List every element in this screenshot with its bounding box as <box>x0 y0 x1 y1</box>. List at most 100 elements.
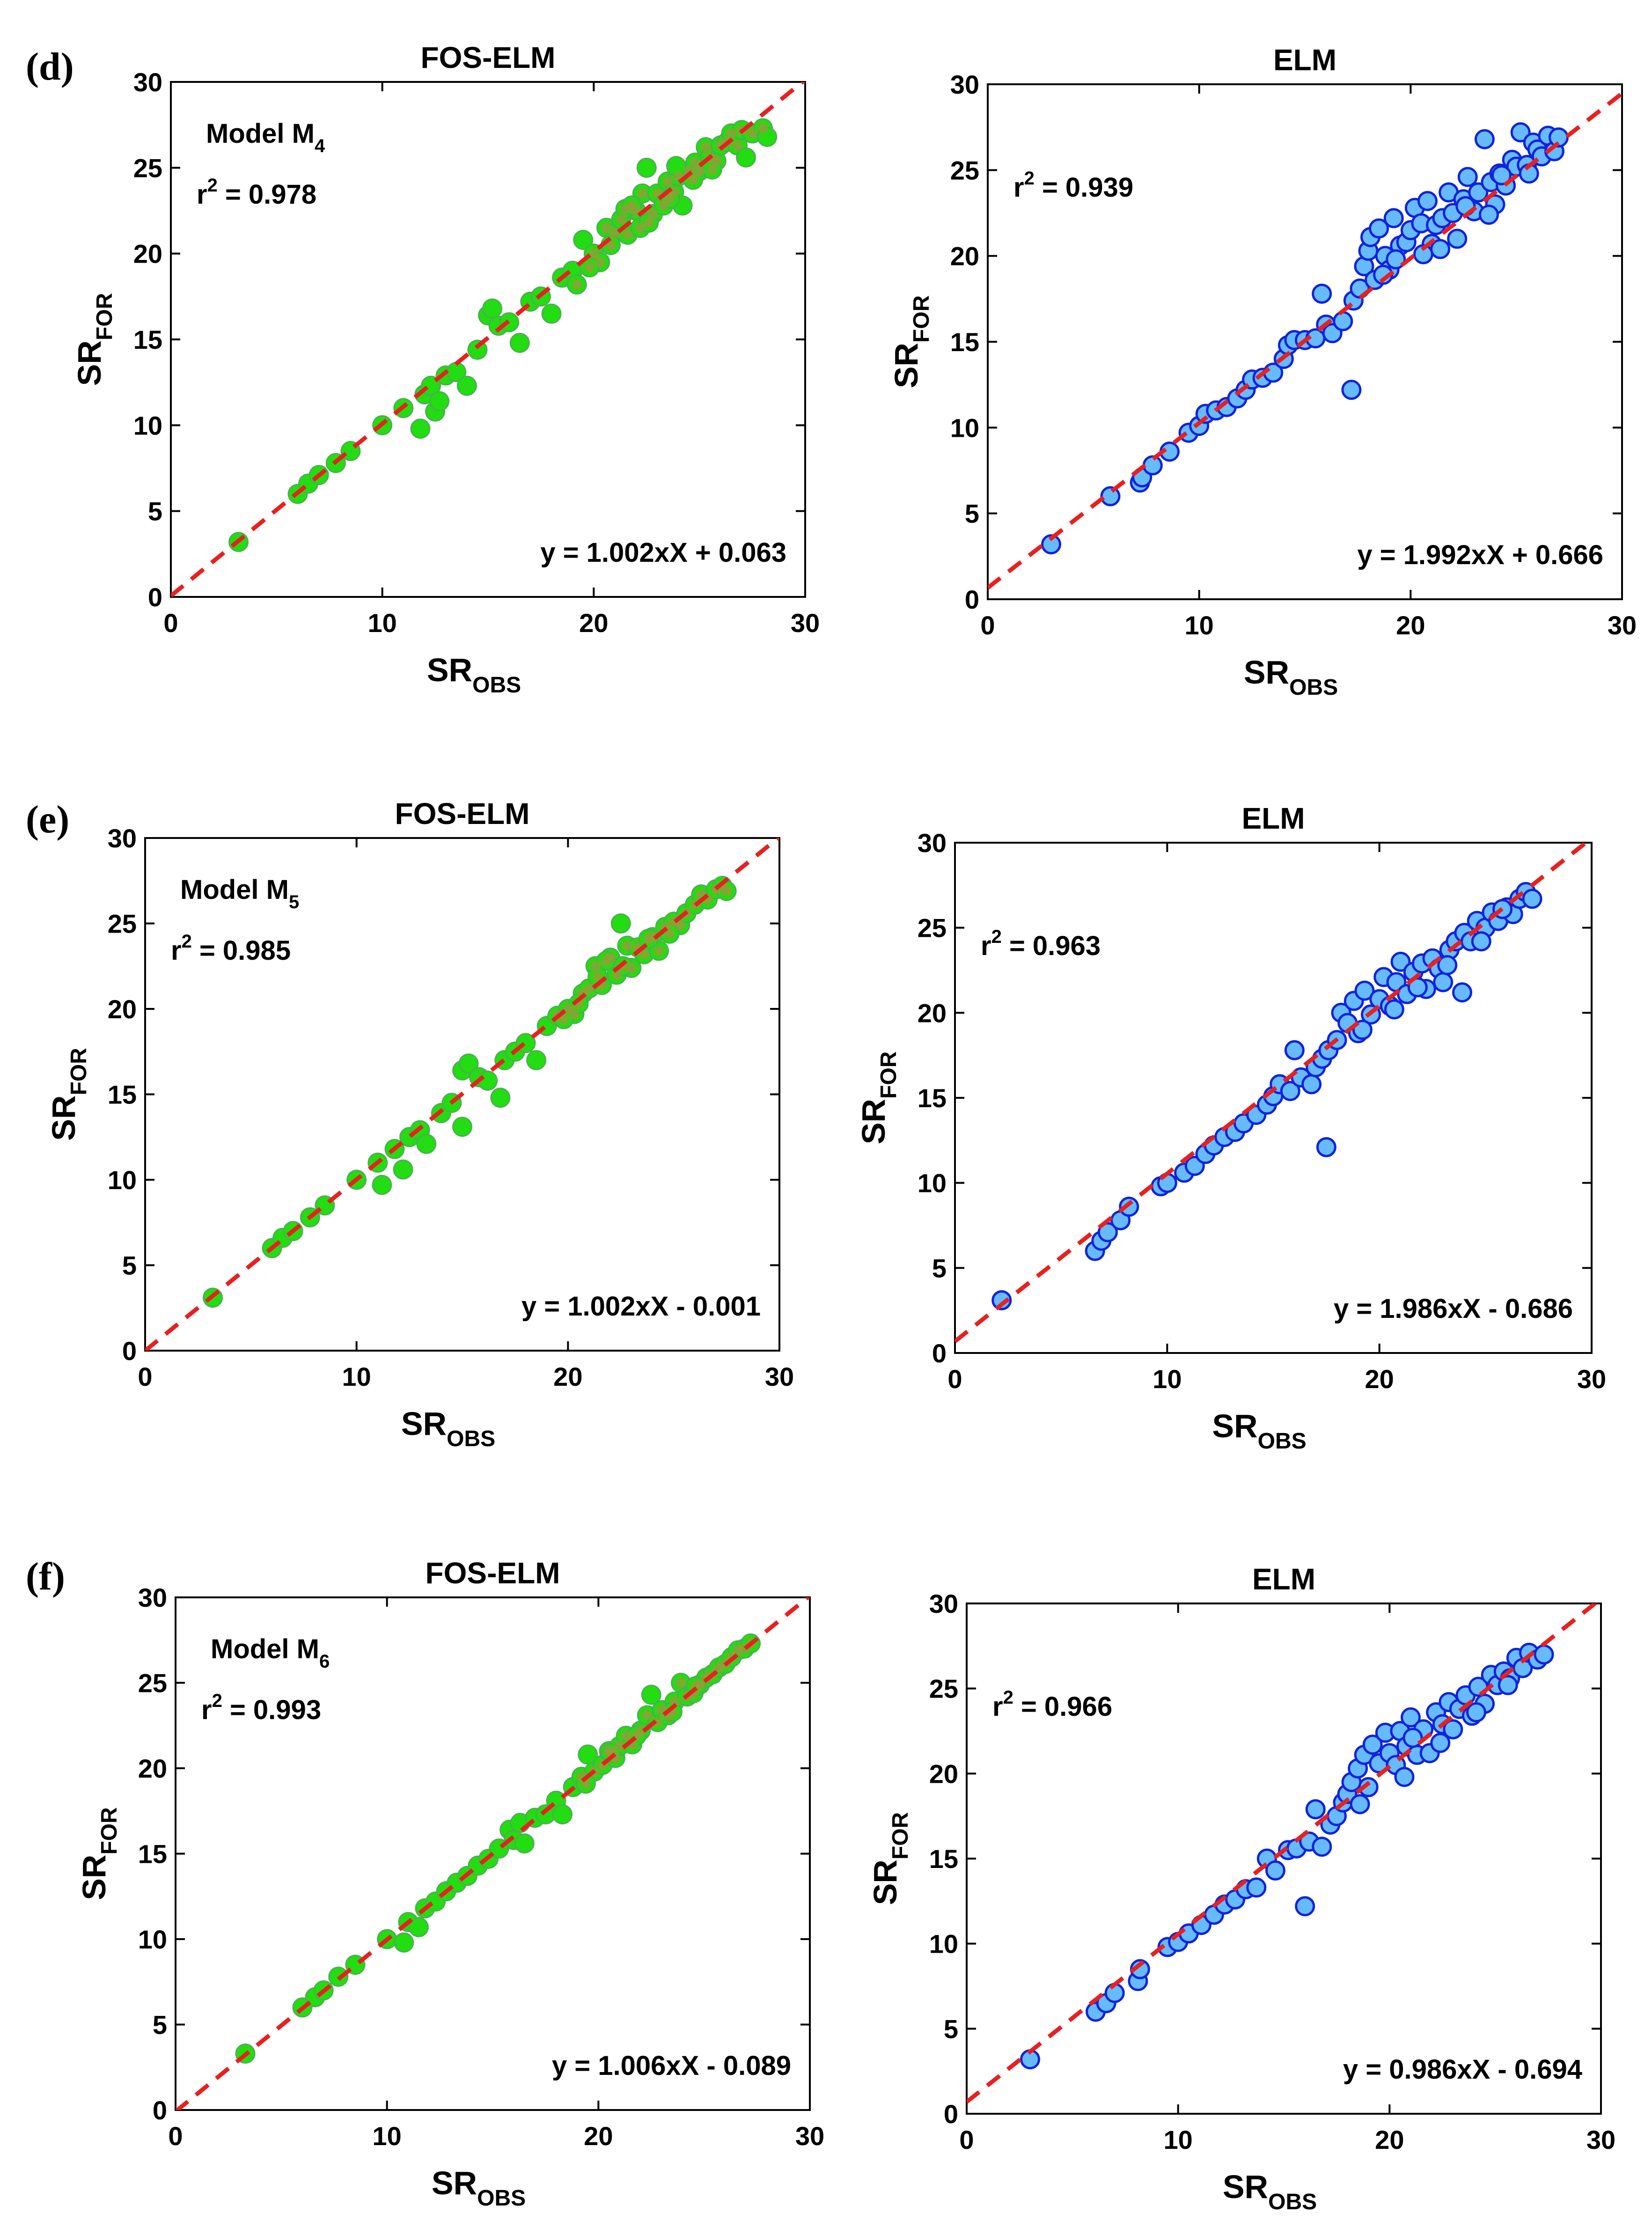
y-tick-label: 15 <box>133 325 162 354</box>
data-point-core <box>707 164 718 175</box>
data-point-core <box>637 188 648 199</box>
data-point-core <box>664 928 675 939</box>
data-point <box>1433 972 1454 993</box>
x-tick-label: 0 <box>980 610 995 640</box>
chart-title: FOS-ELM <box>395 797 530 831</box>
data-point <box>1295 1896 1315 1917</box>
regression-equation: y = 1.006xX - 0.089 <box>552 2051 791 2081</box>
fit-line <box>145 838 779 1351</box>
y-axis-label: SRFOR <box>76 1807 122 1900</box>
data-point <box>1358 1777 1379 1797</box>
panel-label: (f) <box>26 1555 65 1598</box>
y-tick-label: 10 <box>950 413 979 442</box>
x-tick-label: 30 <box>1608 610 1637 640</box>
data-point <box>1471 931 1491 952</box>
data-point-core <box>590 961 601 971</box>
scatter-points <box>1041 122 1569 555</box>
y-tick-label: 25 <box>133 153 162 183</box>
y-tick-label: 15 <box>950 327 979 357</box>
data-point-core <box>611 970 622 980</box>
fit-line <box>171 82 805 597</box>
data-point-core <box>721 886 732 897</box>
data-point <box>1384 999 1404 1020</box>
data-point <box>1466 1702 1487 1723</box>
chart-title: ELM <box>1273 43 1336 77</box>
x-axis-label: SROBS <box>1244 654 1338 700</box>
x-tick-label: 10 <box>368 608 397 638</box>
data-point-core <box>711 155 722 166</box>
data-point-core <box>558 1014 569 1024</box>
data-point-core <box>658 200 669 211</box>
data-point-core <box>622 940 632 951</box>
y-tick-label: 20 <box>918 998 947 1028</box>
x-tick-label: 30 <box>795 2121 824 2151</box>
regression-equation: y = 1.986xX - 0.686 <box>1334 1294 1573 1324</box>
data-point <box>1301 1074 1322 1095</box>
x-axis-label: SROBS <box>1212 1408 1306 1454</box>
y-tick-label: 10 <box>133 411 162 440</box>
y-tick-label: 0 <box>965 585 979 614</box>
x-tick-label: 20 <box>584 2121 613 2151</box>
x-tick-label: 20 <box>553 1362 582 1391</box>
chart-f-elm: ELM 0 10 20 30 0 5 10 15 20 25 30 SROBS SRFOR r2 = 0.9… <box>867 1562 1615 2214</box>
data-point-core <box>639 949 649 960</box>
x-tick-label: 10 <box>342 1362 371 1391</box>
x-tick-label: 20 <box>1365 1364 1394 1394</box>
data-point <box>573 229 594 250</box>
data-point-core <box>700 142 711 153</box>
data-point <box>410 419 431 439</box>
data-point <box>1443 1719 1463 1740</box>
panel-label: (d) <box>26 45 74 88</box>
x-tick-label: 20 <box>1375 2125 1404 2154</box>
data-point <box>541 303 562 324</box>
chart-title: ELM <box>1252 1562 1315 1596</box>
y-tick-label: 15 <box>108 1080 137 1110</box>
data-point <box>1280 1081 1300 1101</box>
x-tick-label: 0 <box>163 608 178 638</box>
data-point-core <box>643 217 654 228</box>
x-axis-label: SROBS <box>427 652 521 698</box>
data-point <box>1390 951 1411 972</box>
data-point <box>394 1932 414 1953</box>
y-tick-label: 0 <box>153 2095 167 2125</box>
y-tick-label: 10 <box>108 1165 137 1195</box>
data-point <box>736 147 756 168</box>
data-point <box>408 1917 429 1937</box>
data-point <box>509 332 530 353</box>
data-point <box>1316 1137 1336 1157</box>
data-point-core <box>642 1710 653 1720</box>
chart-title: FOS-ELM <box>426 1556 560 1590</box>
data-point-core <box>662 176 673 187</box>
r2-annotation: r2 = 0.966 <box>992 1687 1112 1722</box>
y-axis-label: SRFOR <box>71 293 117 386</box>
data-point <box>1246 1877 1267 1898</box>
chart-f-fos: FOS-ELM 0 10 20 30 0 5 10 15 20 25 30 SROBS SRFOR Mode… <box>76 1556 824 2211</box>
data-point <box>1100 486 1121 507</box>
data-point-core <box>592 971 603 982</box>
data-point-core <box>732 140 743 151</box>
x-tick-label: 20 <box>1396 610 1425 640</box>
y-tick-label: 30 <box>918 828 947 858</box>
y-axis-label: SRFOR <box>855 1051 901 1145</box>
data-point <box>514 1833 535 1854</box>
data-point <box>1312 1837 1332 1857</box>
data-point-core <box>652 1717 663 1728</box>
data-point <box>452 1117 472 1137</box>
x-tick-label: 0 <box>959 2125 974 2154</box>
regression-equation: y = 0.986xX - 0.694 <box>1343 2054 1582 2085</box>
data-point-core <box>747 128 758 139</box>
data-point <box>372 1175 392 1195</box>
data-point-core <box>622 229 633 240</box>
fit-line <box>955 843 1590 1343</box>
y-tick-label: 20 <box>950 242 979 271</box>
data-point <box>1534 1644 1554 1665</box>
y-axis-label: SRFOR <box>45 1048 91 1141</box>
data-point-core <box>616 214 627 225</box>
fit-line <box>967 1603 1599 2104</box>
x-tick-label: 20 <box>579 608 608 638</box>
r2-annotation: r2 = 0.939 <box>1013 168 1133 203</box>
chart-d-fos: FOS-ELM 0 10 20 30 0 5 10 15 20 25 30 SROBS SRFOR Mode… <box>71 41 820 698</box>
r2-annotation: r2 = 0.963 <box>981 926 1101 961</box>
data-point <box>1468 182 1489 203</box>
y-tick-label: 15 <box>929 1844 958 1874</box>
